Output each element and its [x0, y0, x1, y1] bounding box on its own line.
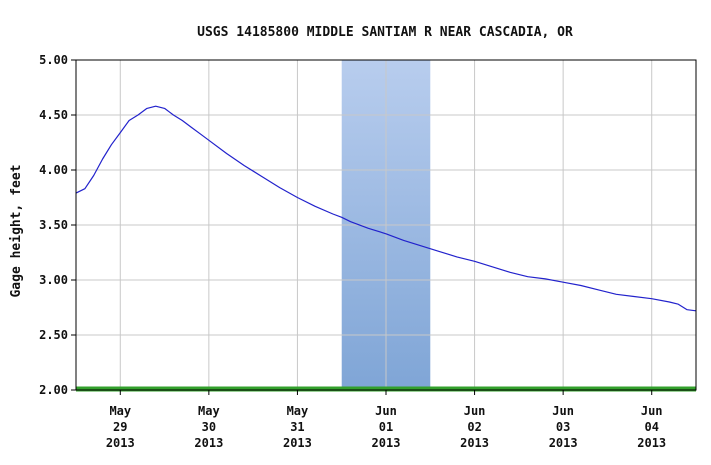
x-tick-label: Jun 01 2013 — [372, 404, 401, 450]
y-tick-label: 4.00 — [39, 163, 68, 177]
x-tick-label-line: 31 — [290, 420, 304, 434]
x-tick-label-line: 02 — [467, 420, 481, 434]
y-tick-label: 2.00 — [39, 383, 68, 397]
chart-title: USGS 14185800 MIDDLE SANTIAM R NEAR CASC… — [197, 25, 573, 40]
x-tick-label-line: 04 — [644, 420, 658, 434]
x-tick-label-line: Jun — [464, 404, 486, 418]
y-axis-label: Gage height, feet — [9, 164, 24, 297]
x-tick-label-line: 29 — [113, 420, 127, 434]
x-tick-label: May 31 2013 — [283, 404, 312, 450]
x-tick-label-line: 2013 — [106, 436, 135, 450]
x-tick-label-line: 2013 — [372, 436, 401, 450]
gage-height-line — [75, 105, 697, 312]
x-tick-label-line: 2013 — [460, 436, 489, 450]
y-tick-label: 2.50 — [39, 328, 68, 342]
y-tick-label: 5.00 — [39, 53, 68, 67]
x-tick-label: Jun 03 2013 — [549, 404, 578, 450]
y-tick-label: 3.50 — [39, 218, 68, 232]
x-tick-label: May 29 2013 — [106, 404, 135, 450]
x-tick-label-line: 2013 — [194, 436, 223, 450]
x-tick-label-line: 01 — [379, 420, 393, 434]
x-tick-label-line: May — [287, 404, 309, 418]
x-tick-label-line: May — [198, 404, 220, 418]
x-tick-label-line: 30 — [202, 420, 216, 434]
x-tick-label-line: 2013 — [637, 436, 666, 450]
x-tick-label-line: 2013 — [283, 436, 312, 450]
x-tick-label-line: May — [109, 404, 131, 418]
x-tick-label-line: Jun — [375, 404, 397, 418]
x-tick-label-line: Jun — [641, 404, 663, 418]
x-tick-label: Jun 02 2013 — [460, 404, 489, 450]
x-tick-label: May 30 2013 — [194, 404, 223, 450]
x-tick-label-line: 03 — [556, 420, 570, 434]
x-tick-label-line: 2013 — [549, 436, 578, 450]
x-tick-label-line: Jun — [552, 404, 574, 418]
y-tick-label: 4.50 — [39, 108, 68, 122]
x-tick-label: Jun 04 2013 — [637, 404, 666, 450]
plot-border — [75, 59, 697, 391]
y-tick-label: 3.00 — [39, 273, 68, 287]
